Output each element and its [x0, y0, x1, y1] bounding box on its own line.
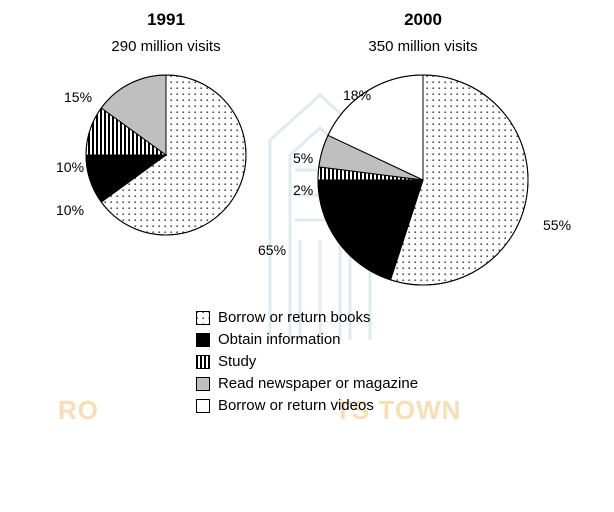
legend-swatch	[196, 377, 210, 391]
pie-1991: 65%10%10%15%	[80, 69, 252, 241]
chart-subtitle: 290 million visits	[111, 38, 220, 55]
legend: Borrow or return books Obtain information…	[196, 309, 418, 414]
chart-subtitle: 350 million visits	[368, 38, 477, 55]
pie-2000: 55%20%2%5%18%	[312, 69, 534, 291]
legend-item: Study	[196, 353, 418, 370]
pie-chart	[80, 69, 252, 241]
slice-label: 55%	[543, 217, 571, 233]
slice-label: 18%	[343, 87, 371, 103]
slice-label: 2%	[293, 182, 313, 198]
figure: { "canvas": { "width": 614, "height": 51…	[0, 0, 614, 512]
legend-item: Obtain information	[196, 331, 418, 348]
legend-swatch	[196, 355, 210, 369]
legend-label: Obtain information	[218, 331, 341, 348]
chart-year: 2000	[404, 10, 442, 30]
watermark-text-left: RO	[58, 395, 99, 426]
chart-1991: 1991 290 million visits 65%10%10%15%	[80, 10, 252, 291]
slice-label: 65%	[258, 242, 286, 258]
slice-label: 20%	[353, 242, 381, 258]
slice-label: 15%	[64, 89, 92, 105]
slice-label: 10%	[56, 202, 84, 218]
legend-label: Study	[218, 353, 256, 370]
legend-swatch	[196, 311, 210, 325]
charts-row: 1991 290 million visits 65%10%10%15% 200…	[0, 0, 614, 291]
chart-2000: 2000 350 million visits 55%20%2%5%18%	[312, 10, 534, 291]
legend-swatch	[196, 399, 210, 413]
legend-item: Borrow or return videos	[196, 397, 418, 414]
slice-label: 10%	[56, 159, 84, 175]
legend-label: Borrow or return books	[218, 309, 371, 326]
legend-label: Read newspaper or magazine	[218, 375, 418, 392]
legend-item: Borrow or return books	[196, 309, 418, 326]
legend-label: Borrow or return videos	[218, 397, 374, 414]
slice-label: 5%	[293, 150, 313, 166]
chart-year: 1991	[147, 10, 185, 30]
legend-item: Read newspaper or magazine	[196, 375, 418, 392]
legend-swatch	[196, 333, 210, 347]
